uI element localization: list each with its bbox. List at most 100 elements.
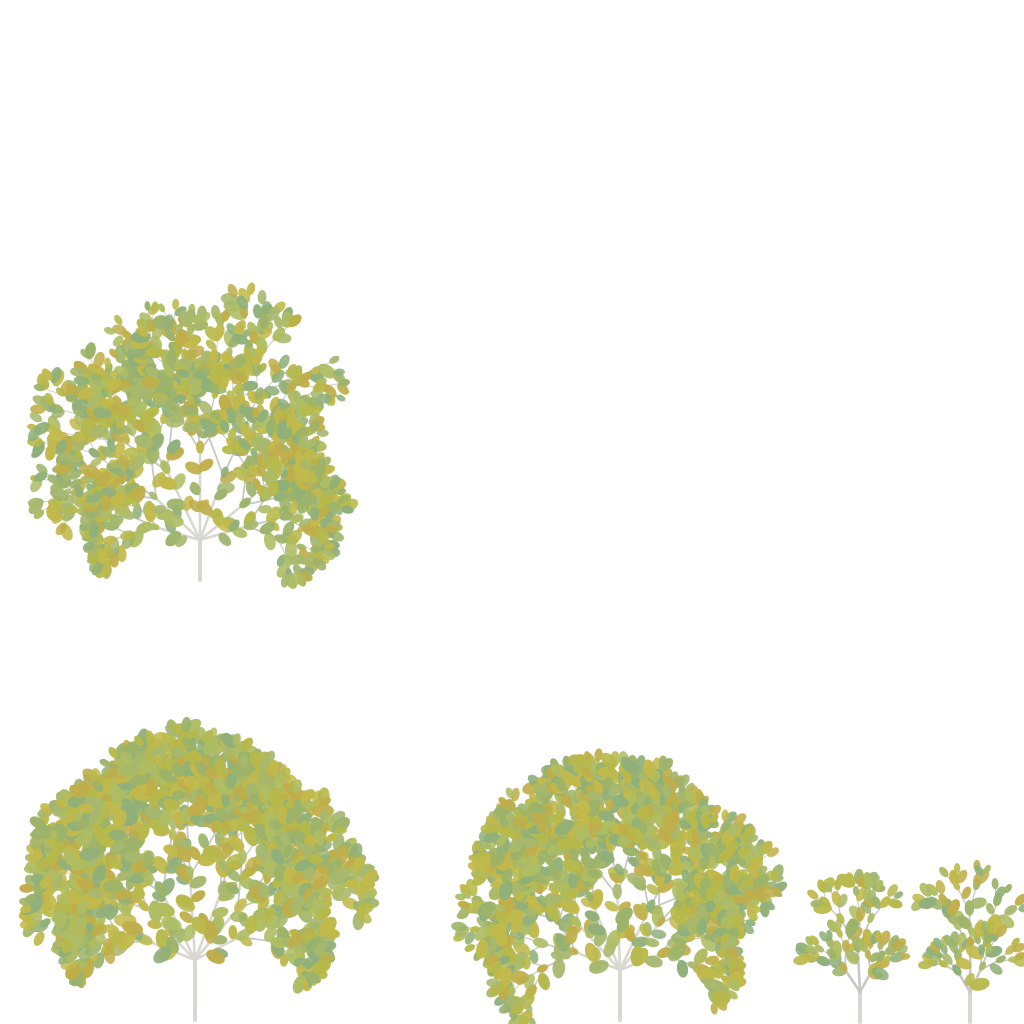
leaf: [304, 554, 316, 572]
leaf: [108, 747, 118, 759]
leaf: [585, 891, 594, 902]
leaf: [154, 903, 172, 915]
leaf: [105, 924, 119, 934]
leaf: [763, 901, 775, 911]
leaf: [164, 514, 184, 528]
bush-top-left: [27, 282, 359, 589]
leaf: [31, 824, 53, 840]
leaf: [327, 872, 339, 890]
leaf: [228, 366, 237, 380]
leaf: [584, 942, 599, 963]
leaf: [317, 907, 331, 921]
leaf: [589, 889, 604, 910]
leaf: [645, 899, 656, 913]
leaf: [537, 972, 551, 991]
leaf: [232, 383, 245, 395]
leaf: [203, 737, 219, 755]
leaf: [139, 409, 155, 422]
leaf: [464, 931, 475, 945]
leaf: [644, 835, 661, 850]
leaf: [27, 497, 44, 508]
leaf: [488, 824, 503, 835]
leaf: [556, 838, 575, 850]
leaf: [604, 900, 618, 912]
leaf: [226, 759, 236, 771]
leaf: [29, 412, 42, 423]
leaf: [638, 850, 647, 861]
leaf: [282, 521, 295, 536]
leaf: [267, 441, 276, 452]
leaf: [656, 916, 666, 926]
leaf: [102, 879, 124, 893]
leaf: [218, 532, 232, 547]
leaf: [721, 809, 729, 822]
leaf: [282, 844, 293, 858]
leaf: [44, 392, 54, 406]
leaf: [518, 1015, 530, 1024]
leaf: [457, 900, 470, 909]
leaf: [651, 929, 667, 940]
leaf: [615, 907, 633, 924]
leaf: [319, 797, 331, 808]
leaf: [295, 466, 310, 484]
leaf: [495, 912, 511, 926]
leaf: [493, 971, 505, 980]
leaf: [186, 328, 193, 339]
leaf: [614, 863, 624, 877]
leaf: [65, 383, 81, 396]
leaf: [668, 809, 680, 826]
leaf: [311, 481, 321, 490]
leaf: [268, 480, 279, 497]
leaf: [560, 794, 572, 808]
leaf: [649, 814, 657, 826]
leaf: [164, 364, 174, 378]
leaf: [733, 869, 748, 881]
leaf: [587, 923, 606, 936]
leaf: [91, 825, 106, 836]
leaf: [182, 357, 192, 371]
leaf: [106, 378, 122, 392]
leaf: [136, 521, 153, 534]
leaf: [143, 778, 158, 797]
leaf: [119, 379, 132, 388]
leaf: [550, 880, 570, 892]
leaf: [243, 520, 259, 531]
leaf: [33, 931, 45, 946]
leaf: [195, 795, 209, 805]
leaf: [564, 889, 578, 900]
leaf: [312, 382, 325, 393]
leaf: [273, 315, 283, 329]
leaf: [191, 916, 210, 935]
leaf: [112, 809, 127, 829]
leaf: [290, 513, 304, 523]
leaf: [127, 454, 135, 467]
leaf: [137, 822, 150, 840]
leaf: [198, 458, 214, 472]
leaf: [73, 917, 88, 932]
leaf: [123, 447, 140, 458]
leaf: [205, 920, 218, 939]
leaf: [292, 779, 302, 794]
leaf: [578, 847, 590, 860]
leaf: [74, 484, 84, 498]
leaf: [127, 836, 139, 851]
leaf: [116, 871, 132, 881]
leaf: [639, 902, 649, 916]
leaf: [196, 440, 205, 454]
leaf: [472, 895, 483, 903]
leaf: [70, 366, 86, 377]
leaf: [575, 829, 591, 841]
leaf: [315, 465, 326, 479]
leaf: [147, 366, 156, 378]
leaf: [91, 768, 102, 784]
leaf: [577, 800, 591, 814]
leaf: [288, 932, 303, 948]
leaf: [163, 314, 174, 331]
leaf: [464, 944, 476, 952]
leaf: [261, 437, 268, 449]
leaf: [168, 827, 176, 840]
leaf: [239, 497, 251, 509]
leaf: [91, 924, 105, 936]
leaf: [469, 926, 481, 933]
leaf: [644, 955, 663, 968]
